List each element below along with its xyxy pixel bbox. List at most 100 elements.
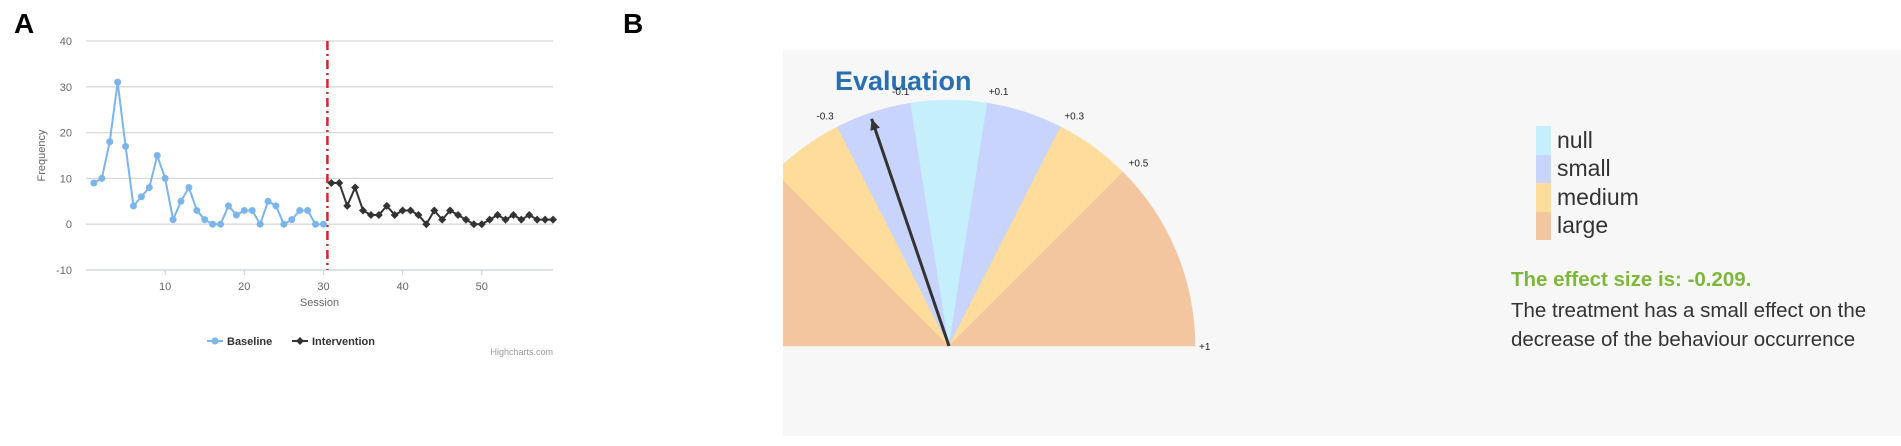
data-point [129, 202, 137, 210]
gauge-chart: -1-0.5-0.3-0.1+0.1+0.3+0.5+1 [783, 87, 1211, 353]
data-point [406, 206, 415, 215]
legend-swatch [1536, 211, 1551, 240]
data-point [501, 215, 510, 224]
data-point [541, 215, 550, 224]
data-point [549, 215, 557, 224]
gauge-tick-label: -0.3 [816, 112, 834, 123]
data-point [137, 193, 145, 201]
gauge-band-large [948, 171, 1196, 347]
data-point [533, 215, 542, 224]
gauge-needle-head [870, 118, 880, 131]
data-point [248, 206, 256, 214]
data-point [469, 220, 478, 229]
legend-swatch [1536, 126, 1551, 155]
data-point [461, 215, 470, 224]
data-point [351, 183, 360, 192]
data-point [98, 174, 106, 182]
gauge-tick-label: +1 [1199, 342, 1211, 353]
legend-label: medium [1557, 183, 1639, 210]
effect-size-text: The effect size is: -0.209. [1511, 268, 1752, 291]
data-point [485, 215, 494, 224]
data-point [201, 216, 209, 224]
data-point [153, 152, 161, 159]
data-point [517, 215, 526, 224]
data-point [122, 142, 130, 150]
legend-label: Intervention [312, 336, 375, 348]
data-point [106, 138, 114, 146]
legend-item-intervention: Intervention [292, 336, 375, 348]
data-point [90, 179, 98, 187]
x-tick-label: 20 [238, 281, 250, 293]
y-tick-label: 30 [60, 82, 72, 94]
data-point [256, 220, 264, 228]
data-point [272, 202, 280, 210]
legend-item-null: null [1536, 126, 1639, 155]
data-point [185, 184, 193, 192]
y-axis-label: Frequency [36, 129, 48, 181]
legend-marker [211, 337, 219, 345]
y-tick-label: 40 [60, 36, 72, 48]
data-point [446, 206, 455, 215]
data-point [374, 211, 383, 220]
legend-label: Baseline [227, 336, 272, 348]
legend-label: small [1557, 155, 1611, 182]
data-point [319, 220, 327, 228]
line-chart: -10 0 10 20 30 40 10 20 30 40 50 Session Frequency Ba… [36, 36, 557, 357]
data-point [366, 211, 375, 220]
data-point [454, 211, 463, 220]
legend-item-small: small [1536, 154, 1639, 183]
data-point [224, 202, 232, 210]
x-tick-label: 10 [159, 281, 171, 293]
credits-label: Highcharts.com [490, 347, 553, 357]
data-point [264, 197, 272, 205]
data-point [390, 211, 399, 220]
legend-label: large [1557, 212, 1609, 239]
data-point [217, 220, 225, 228]
gauge-tick-label: +0.3 [1064, 112, 1084, 123]
panel-a-label: A [14, 8, 35, 39]
data-point [398, 206, 407, 215]
x-tick-label: 50 [476, 281, 488, 293]
legend-item-baseline: Baseline [207, 336, 272, 348]
legend-marker [296, 337, 304, 345]
data-point [114, 78, 122, 86]
data-point [359, 206, 368, 215]
x-tick-label: 30 [317, 281, 329, 293]
gauge-tick-label: -0.1 [892, 87, 910, 98]
line-chart-panel: -10 0 10 20 30 40 10 20 30 40 50 Session Frequency Ba… [0, 0, 700, 441]
data-point [438, 215, 447, 224]
gauge-tick-label: +0.5 [1129, 158, 1149, 169]
data-point [169, 216, 177, 224]
data-point [280, 220, 288, 228]
evaluation-title: Evaluation [835, 66, 972, 96]
data-point [343, 201, 352, 210]
data-point [296, 206, 304, 214]
data-point [509, 211, 518, 220]
y-tick-label: -10 [56, 265, 72, 277]
data-point [430, 206, 439, 215]
data-point [493, 211, 502, 220]
data-point [312, 220, 320, 228]
data-point [177, 197, 185, 205]
legend-swatch [1536, 154, 1551, 183]
gauge-panel: Evaluation -1-0.5-0.3-0.1+0.1+0.3+0.5+1 … [783, 50, 1901, 436]
legend-item-large: large [1536, 211, 1639, 240]
data-point [304, 206, 312, 214]
data-point [145, 184, 153, 192]
data-point [414, 211, 423, 220]
data-point [382, 201, 391, 210]
series-line-baseline [93, 82, 324, 227]
panel-b-label: B [623, 8, 644, 39]
legend-swatch [1536, 183, 1551, 212]
x-tick-label: 40 [396, 281, 408, 293]
x-axis-label: Session [300, 297, 339, 309]
effect-description: The treatment has a small effect on the … [1511, 299, 1867, 351]
legend-item-medium: medium [1536, 183, 1639, 212]
y-tick-label: 10 [60, 173, 72, 185]
data-point [161, 174, 169, 182]
effect-legend: null small medium large [1536, 126, 1639, 240]
data-point [232, 211, 240, 219]
data-point [209, 220, 217, 228]
data-point [422, 220, 431, 229]
data-point [525, 211, 534, 220]
